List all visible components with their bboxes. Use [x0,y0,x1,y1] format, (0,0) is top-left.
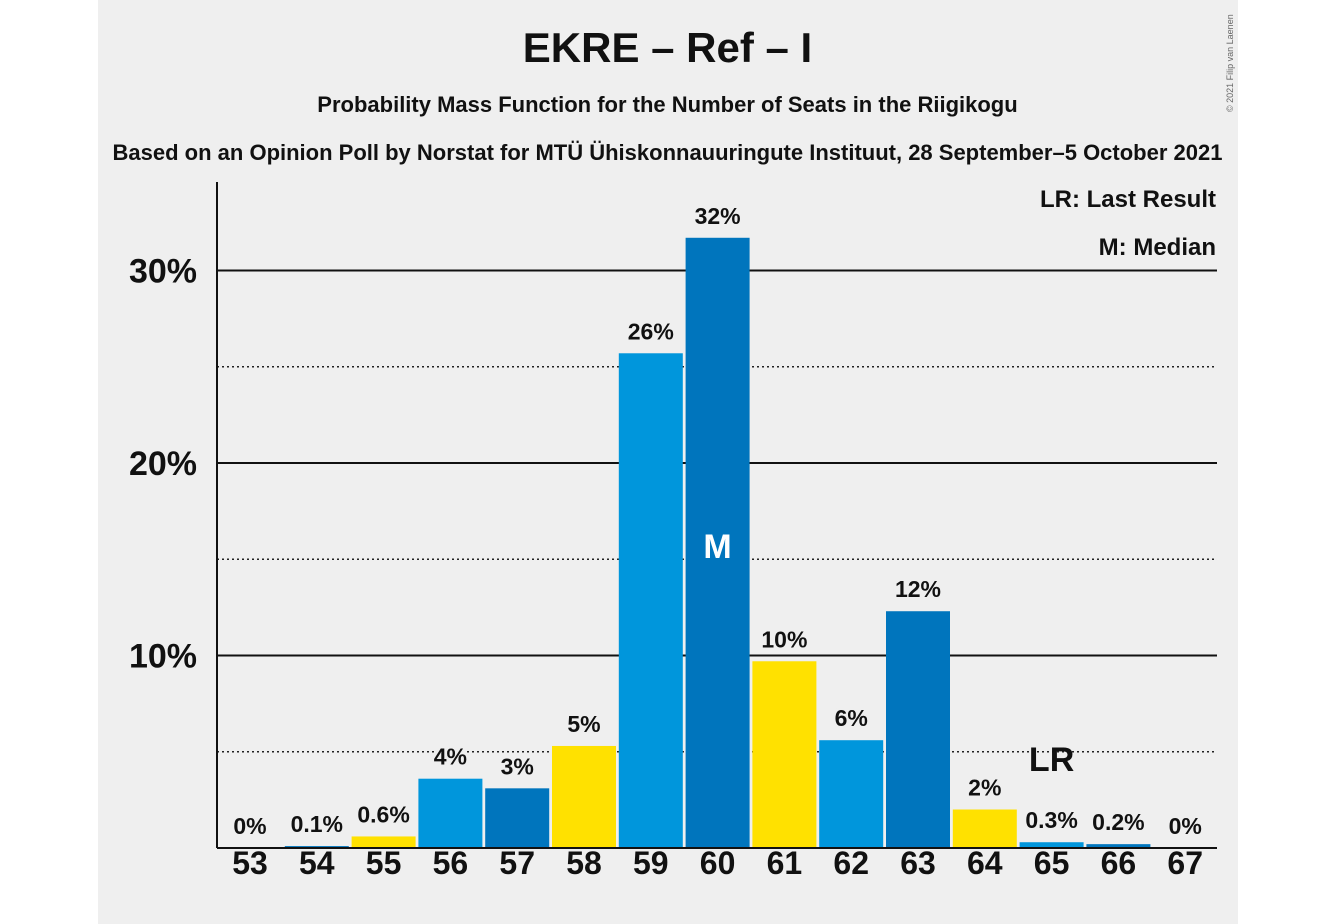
data-label: 4% [434,744,467,770]
chart-title: EKRE – Ref – I [522,24,813,71]
chart-subtitle: Probability Mass Function for the Number… [317,92,1018,117]
data-label: 0.6% [357,801,409,827]
chart-source: Based on an Opinion Poll by Norstat for … [112,140,1223,165]
bar [1086,844,1151,848]
legend-last-result: LR: Last Result [1039,186,1216,213]
bar [819,740,884,848]
bar [685,237,750,848]
data-label: 12% [895,576,941,602]
data-label: 32% [695,203,741,229]
x-tick-label: 61 [767,845,803,881]
data-label: 0.1% [291,811,343,837]
data-label: 0.2% [1092,809,1144,835]
bar [752,661,817,848]
data-label: 2% [968,775,1001,801]
bar [552,745,616,848]
data-label: 5% [567,711,600,737]
x-tick-label: 58 [566,845,602,881]
x-tick-label: 54 [299,845,335,881]
x-tick-label: 63 [900,845,936,881]
last-result-marker: LR [1029,741,1074,779]
data-label: 0% [233,813,266,839]
bar [485,788,550,848]
x-tick-label: 65 [1034,845,1070,881]
y-tick-label: 10% [129,638,197,676]
y-tick-label: 30% [129,253,197,291]
x-tick-label: 59 [633,845,669,881]
x-tick-label: 60 [700,845,736,881]
median-marker: M [703,528,731,566]
bar [618,353,683,848]
bar [418,778,483,848]
x-tick-label: 64 [967,845,1003,881]
data-label: 10% [761,626,807,652]
x-tick-label: 57 [499,845,535,881]
data-label: 0.3% [1025,807,1077,833]
bar [1019,842,1084,848]
x-tick-label: 67 [1167,845,1203,881]
y-tick-label: 20% [129,445,197,483]
bar [952,809,1017,848]
bar [351,836,416,848]
data-label: 26% [628,318,674,344]
x-tick-label: 53 [232,845,268,881]
x-tick-label: 66 [1101,845,1137,881]
x-tick-label: 55 [366,845,402,881]
data-label: 3% [501,753,534,779]
x-tick-label: 62 [833,845,869,881]
legend-median: M: Median [1098,234,1216,261]
data-label: 6% [835,705,868,731]
data-label: 0% [1169,813,1202,839]
bar [886,611,950,848]
x-tick-label: 56 [433,845,469,881]
